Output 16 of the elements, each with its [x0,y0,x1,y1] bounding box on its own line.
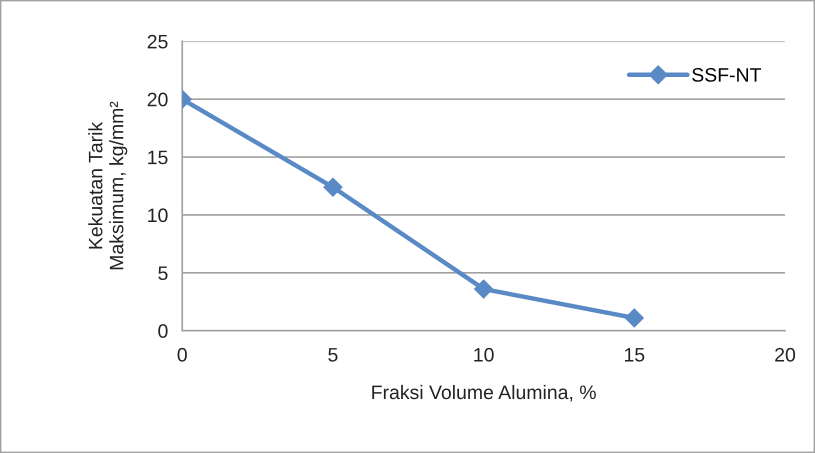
x-tick-label: 10 [474,348,494,362]
y-tick-label: 0 [158,324,168,338]
y-tick-label: 25 [148,34,168,49]
x-tick-label: 0 [178,348,187,362]
y-tick-label: 15 [148,150,168,164]
y-axis-title: Kekuatan Tarik Maksimum, kg/mm² [88,102,128,270]
x-axis-title: Fraksi Volume Alumina, % [372,384,596,402]
y-tick-label: 20 [148,92,168,106]
x-tick-label: 20 [775,348,796,362]
point [624,308,644,328]
y-tick-label: 10 [148,208,168,222]
x-tick-label: 15 [624,348,644,362]
y-tick-label: 5 [158,266,168,280]
point [474,279,494,299]
legend-label: SSF-NT [692,68,762,82]
x-tick-label: 5 [328,348,338,362]
